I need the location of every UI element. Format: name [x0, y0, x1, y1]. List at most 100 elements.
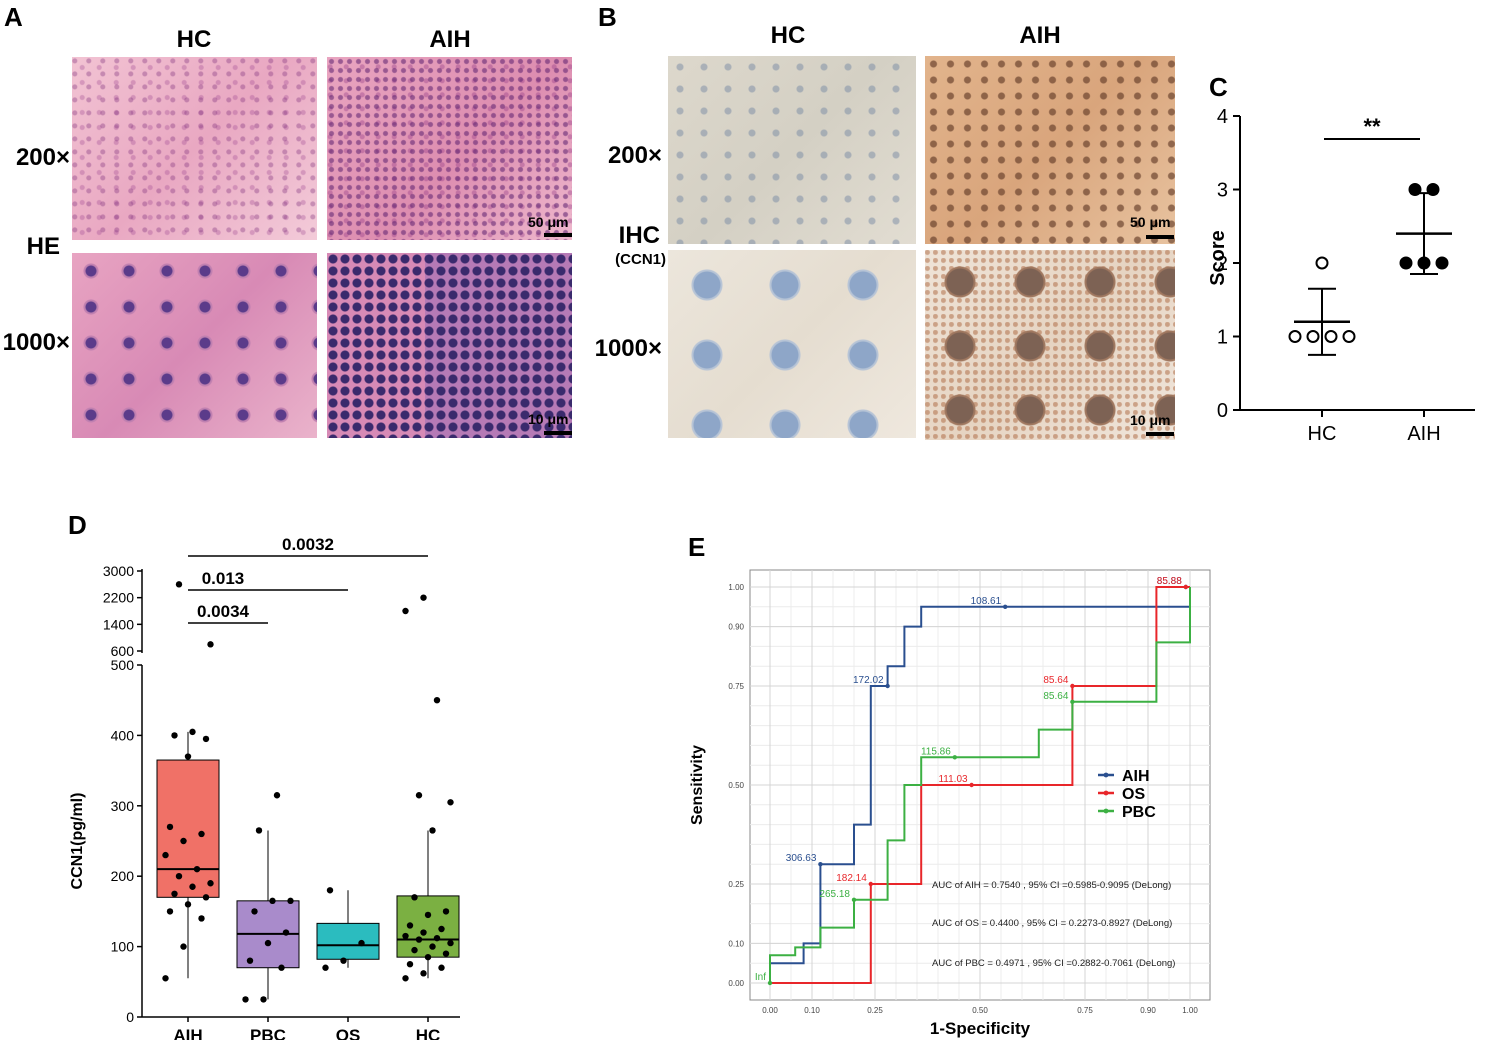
- data-point: [189, 728, 196, 736]
- panel-a-col-aih: AIH: [429, 26, 471, 53]
- panel-a-row-he: HE: [26, 233, 60, 260]
- data-point: [411, 946, 418, 954]
- legend-label-aih: AIH: [1122, 768, 1150, 785]
- x-tick-label: AIH: [1407, 423, 1440, 445]
- panel-b-row-1000x: 1000×: [594, 335, 662, 362]
- panel-b-letter: B: [598, 2, 617, 32]
- panel-c-letter: C: [1209, 72, 1228, 102]
- data-point: [402, 607, 409, 615]
- panel-b-row-ccn1: (CCN1): [615, 251, 666, 268]
- y-tick-label: 500: [111, 657, 135, 673]
- threshold-label: 85.88: [1157, 576, 1182, 587]
- data-point: [207, 880, 214, 887]
- data-point: [282, 929, 290, 936]
- ihc-aih-1000x-image: [925, 250, 1175, 440]
- data-point: [420, 929, 427, 936]
- y-tick-label: 4: [1217, 106, 1228, 128]
- panel-b-row-ihc: IHC: [618, 222, 660, 249]
- panel-a-col-hc: HC: [176, 26, 212, 53]
- panel-d-letter: D: [68, 510, 87, 540]
- ihc-hc-200x-image: [668, 56, 916, 244]
- data-point: [340, 957, 347, 964]
- y-tick-label: 1.00: [728, 583, 744, 592]
- data-point: [442, 908, 450, 915]
- panel-a-row-200x: 200×: [15, 144, 70, 171]
- data-point: [1324, 330, 1338, 343]
- data-point: [171, 890, 178, 897]
- data-point: [175, 581, 183, 588]
- data-point: [402, 975, 409, 982]
- x-tick-label: 1.00: [1182, 1006, 1198, 1015]
- threshold-label: 182.14: [836, 873, 867, 884]
- y-axis-label: Sensitivity: [689, 745, 706, 825]
- legend-marker: [1103, 790, 1109, 796]
- panel-a-row-1000x: 1000×: [2, 329, 70, 356]
- y-tick-label: 100: [111, 939, 135, 955]
- panel-c-scatter-chart: 0 1 2 3 4 Score HC AIH **: [1207, 106, 1475, 445]
- x-tick-label: OS: [336, 1026, 361, 1040]
- data-point: [322, 964, 329, 971]
- box: [316, 922, 380, 960]
- data-point: [1435, 256, 1449, 270]
- threshold-point: [1070, 683, 1075, 689]
- auc-annotation: AUC of OS = 0.4400 , 95% CI = 0.2273-0.8…: [932, 918, 1172, 929]
- threshold-point: [1070, 699, 1075, 705]
- data-point: [202, 735, 210, 743]
- data-point: [166, 823, 174, 831]
- threshold-label: 172.02: [853, 675, 884, 686]
- data-point: [1306, 330, 1320, 343]
- data-point: [415, 792, 423, 799]
- x-tick-label: 0.00: [762, 1006, 778, 1015]
- data-point: [278, 964, 285, 971]
- data-point: [198, 915, 205, 922]
- y-tick-label: 3: [1217, 180, 1228, 202]
- data-point: [1315, 256, 1329, 270]
- panel-b-scale-50: 50 μm: [1130, 214, 1171, 230]
- y-tick-label: 0.25: [728, 880, 744, 889]
- data-point: [202, 894, 210, 901]
- y-axis-label: CCN1(pg/ml): [69, 793, 86, 890]
- x-tick-label: AIH: [173, 1026, 202, 1040]
- legend-label-os: OS: [1122, 786, 1145, 803]
- y-tick-label: 200: [111, 868, 135, 884]
- y-axis-label: Score: [1207, 230, 1229, 286]
- panel-b-col-aih: AIH: [1019, 22, 1061, 49]
- data-point: [171, 732, 178, 739]
- y-tick-label: 0.75: [728, 682, 744, 691]
- comparison-label: 0.0034: [197, 602, 250, 621]
- data-point: [255, 827, 263, 834]
- y-tick-label: 2: [1217, 253, 1228, 275]
- data-point: [189, 883, 196, 890]
- panel-e-roc-chart: 0.00 0.10 0.25 0.50 0.75 0.90 1.00 0.00 0.10 0.25…: [689, 569, 1211, 1038]
- threshold-point: [952, 755, 957, 760]
- y-tick-label: 0: [126, 1009, 134, 1025]
- threshold-label: 111.03: [938, 774, 968, 785]
- data-point: [184, 901, 192, 908]
- data-point: [1342, 330, 1356, 343]
- data-point: [273, 792, 281, 799]
- roc-line-aih: [770, 605, 1190, 965]
- panel-a-scalebar-10: [544, 431, 572, 435]
- data-point: [438, 925, 445, 933]
- threshold-point: [1183, 584, 1188, 590]
- threshold-point: [1003, 604, 1008, 609]
- data-point: [415, 936, 423, 943]
- data-point: [180, 943, 187, 950]
- data-point: [326, 887, 334, 894]
- ihc-aih-200x-image: [925, 56, 1175, 244]
- x-tick-label: 0.75: [1077, 1006, 1093, 1015]
- x-tick-label: 0.25: [867, 1006, 883, 1015]
- data-point: [447, 799, 454, 806]
- y-tick-label: 1400: [103, 616, 134, 632]
- roc-line-pbc: [769, 587, 1191, 983]
- panel-a-letter: A: [4, 2, 23, 32]
- threshold-label: Inf: [755, 972, 766, 983]
- data-point: [438, 964, 445, 971]
- threshold-label: 85.64: [1043, 675, 1068, 686]
- threshold-label: 85.88: [1157, 576, 1182, 587]
- data-point: [406, 922, 414, 929]
- x-tick-label: 0.10: [804, 1006, 820, 1015]
- y-tick-label: 400: [111, 727, 135, 743]
- roc-line-os: [770, 586, 1190, 984]
- y-tick-label: 0.90: [728, 623, 744, 632]
